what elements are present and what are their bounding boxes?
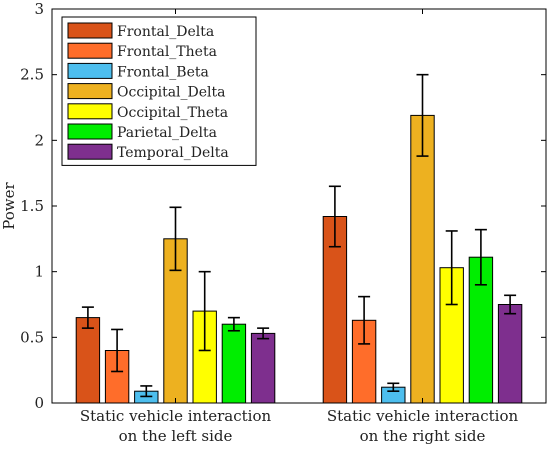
- bar-frontal-delta-1: [75, 317, 101, 404]
- bars-layer: [75, 114, 523, 404]
- legend-label: Occipital_Delta: [117, 85, 226, 101]
- legend-item: Frontal_Beta: [67, 62, 209, 80]
- bar-parietal-delta-1: [221, 323, 247, 404]
- error-bar-frontal-beta-1: [140, 385, 153, 398]
- bar-occipital-delta-2: [410, 114, 435, 404]
- legend: Frontal_Delta Frontal_Theta Frontal_Beta Oc…: [61, 16, 257, 166]
- legend-item: Temporal_Delta: [67, 143, 229, 161]
- legend-item: Parietal_Delta: [67, 123, 217, 141]
- legend-label: Frontal_Delta: [117, 24, 214, 40]
- x-category-label: Static vehicle interaction: [327, 407, 519, 425]
- bar-temporal-delta-1: [250, 332, 276, 404]
- x-category-label: on the left side: [119, 427, 233, 445]
- y-tick-label: 2.5: [20, 66, 44, 84]
- y-tick-label: 0: [34, 394, 44, 412]
- error-bar-parietal-delta-1: [227, 316, 240, 332]
- error-bar-parietal-delta-2: [474, 228, 487, 286]
- legend-item: Frontal_Delta: [67, 22, 214, 40]
- error-bar-temporal-delta-2: [504, 294, 517, 315]
- legend-label: Frontal_Beta: [117, 64, 209, 80]
- legend-item: Occipital_Theta: [67, 103, 228, 121]
- legend-item: Occipital_Delta: [67, 83, 226, 101]
- legend-swatch: [67, 42, 113, 59]
- error-bar-occipital-theta-2: [445, 230, 458, 306]
- y-tick-label: 0.5: [20, 328, 44, 346]
- x-category-label: on the right side: [360, 427, 486, 445]
- error-bar-temporal-delta-1: [257, 327, 270, 340]
- y-tick-label: 2: [34, 131, 44, 149]
- error-bar-frontal-delta-1: [81, 306, 94, 329]
- y-tick-label: 1.5: [20, 197, 44, 215]
- legend-label: Temporal_Delta: [117, 145, 229, 161]
- bar-temporal-delta-2: [497, 304, 523, 404]
- legend-item: Frontal_Theta: [67, 42, 217, 60]
- y-tick-label: 3: [34, 0, 44, 18]
- y-axis-label: Power: [0, 181, 18, 229]
- error-bar-occipital-theta-1: [198, 270, 211, 352]
- x-category-label: Static vehicle interaction: [80, 407, 272, 425]
- axes-layer: 0 0.5 1 1.5 2 2.5 3 Static vehicle interaction o…: [20, 0, 547, 445]
- y-tick-label: 1: [34, 263, 44, 281]
- legend-label: Parietal_Delta: [117, 125, 217, 141]
- error-bar-frontal-theta-2: [358, 295, 371, 345]
- error-bar-occipital-delta-2: [416, 73, 429, 157]
- legend-swatch: [67, 103, 113, 120]
- legend-label: Frontal_Theta: [117, 44, 217, 60]
- error-bar-frontal-beta-2: [387, 382, 400, 392]
- error-bar-occipital-delta-1: [169, 206, 182, 272]
- error-bar-frontal-delta-2: [328, 185, 341, 248]
- legend-swatch: [67, 62, 113, 79]
- legend-swatch: [67, 83, 113, 100]
- error-bars-layer: [81, 73, 517, 398]
- legend-swatch: [67, 143, 113, 160]
- error-bar-frontal-theta-1: [111, 328, 124, 373]
- legend-swatch: [67, 22, 113, 39]
- legend-label: Occipital_Theta: [117, 105, 228, 121]
- legend-swatch: [67, 123, 113, 140]
